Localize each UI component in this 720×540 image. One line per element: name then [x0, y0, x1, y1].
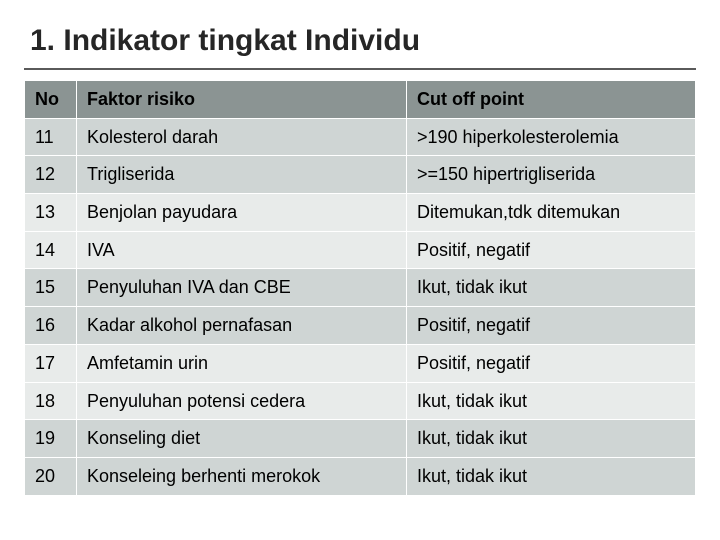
cell-no: 19 [25, 420, 77, 458]
table-row: 13 Benjolan payudara Ditemukan,tdk ditem… [25, 194, 696, 232]
table-row: 19 Konseling diet Ikut, tidak ikut [25, 420, 696, 458]
slide: 1. Indikator tingkat Individu No Faktor … [0, 0, 720, 540]
cell-cut: Positif, negatif [407, 344, 696, 382]
cell-cut: >=150 hipertrigliserida [407, 156, 696, 194]
col-header-cut: Cut off point [407, 81, 696, 119]
cell-cut: Ikut, tidak ikut [407, 269, 696, 307]
cell-cut: Positif, negatif [407, 307, 696, 345]
table-row: 14 IVA Positif, negatif [25, 231, 696, 269]
cell-no: 16 [25, 307, 77, 345]
table-row: 12 Trigliserida >=150 hipertrigliserida [25, 156, 696, 194]
cell-risk: Amfetamin urin [77, 344, 407, 382]
indicator-table: No Faktor risiko Cut off point 11 Kolest… [24, 80, 696, 496]
cell-risk: Kadar alkohol pernafasan [77, 307, 407, 345]
cell-no: 14 [25, 231, 77, 269]
cell-risk: Trigliserida [77, 156, 407, 194]
cell-risk: Konseleing berhenti merokok [77, 457, 407, 495]
table-row: 16 Kadar alkohol pernafasan Positif, neg… [25, 307, 696, 345]
cell-no: 13 [25, 194, 77, 232]
cell-cut: Positif, negatif [407, 231, 696, 269]
cell-no: 11 [25, 118, 77, 156]
table-row: 18 Penyuluhan potensi cedera Ikut, tidak… [25, 382, 696, 420]
cell-cut: Ikut, tidak ikut [407, 420, 696, 458]
table-row: 20 Konseleing berhenti merokok Ikut, tid… [25, 457, 696, 495]
cell-no: 20 [25, 457, 77, 495]
cell-no: 12 [25, 156, 77, 194]
cell-risk: Benjolan payudara [77, 194, 407, 232]
cell-no: 17 [25, 344, 77, 382]
cell-cut: >190 hiperkolesterolemia [407, 118, 696, 156]
cell-risk: Konseling diet [77, 420, 407, 458]
table-header-row: No Faktor risiko Cut off point [25, 81, 696, 119]
cell-risk: Kolesterol darah [77, 118, 407, 156]
cell-no: 18 [25, 382, 77, 420]
cell-cut: Ikut, tidak ikut [407, 382, 696, 420]
title-underline [24, 68, 696, 70]
cell-cut: Ikut, tidak ikut [407, 457, 696, 495]
table-row: 17 Amfetamin urin Positif, negatif [25, 344, 696, 382]
table-row: 15 Penyuluhan IVA dan CBE Ikut, tidak ik… [25, 269, 696, 307]
cell-no: 15 [25, 269, 77, 307]
cell-risk: Penyuluhan IVA dan CBE [77, 269, 407, 307]
cell-cut: Ditemukan,tdk ditemukan [407, 194, 696, 232]
col-header-no: No [25, 81, 77, 119]
table-row: 11 Kolesterol darah >190 hiperkolesterol… [25, 118, 696, 156]
cell-risk: Penyuluhan potensi cedera [77, 382, 407, 420]
slide-title: 1. Indikator tingkat Individu [30, 24, 696, 64]
col-header-risk: Faktor risiko [77, 81, 407, 119]
cell-risk: IVA [77, 231, 407, 269]
